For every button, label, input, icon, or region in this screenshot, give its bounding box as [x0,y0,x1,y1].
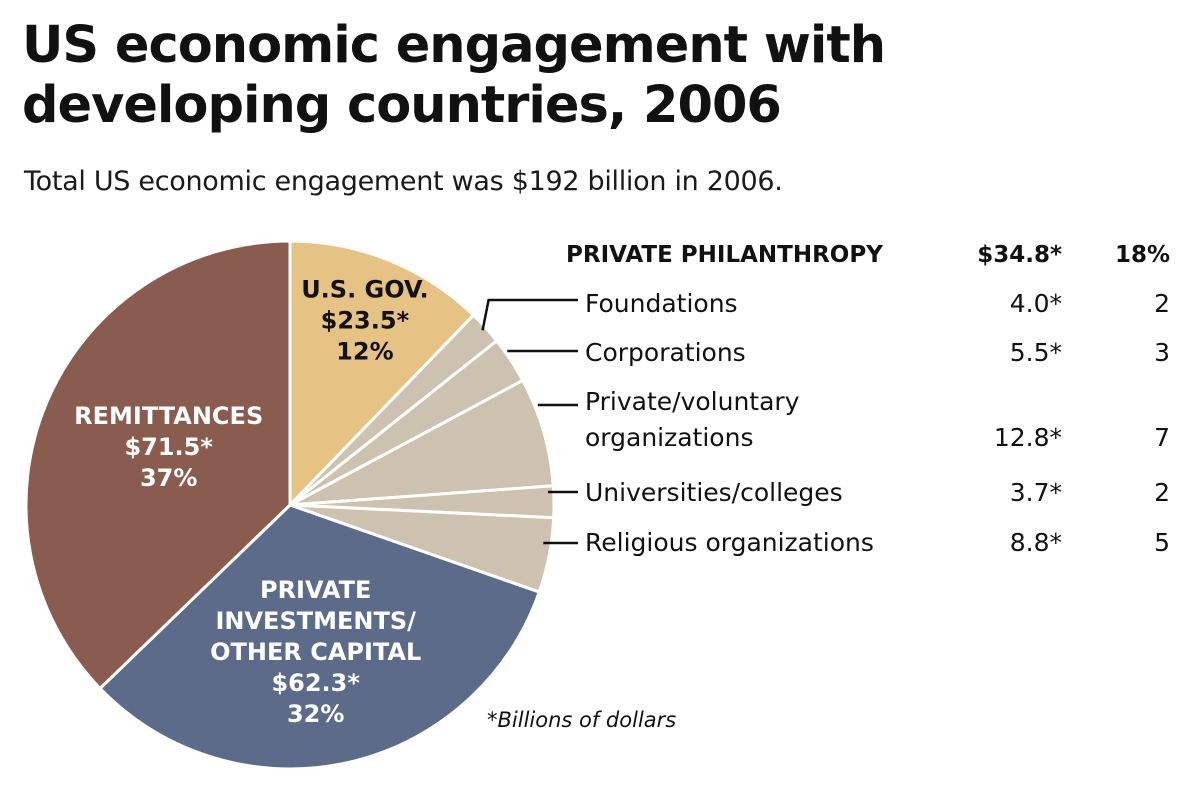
table-row-label-line: Private/voluntary [585,387,800,416]
table-row-label-religious: Religious organizations [585,528,874,557]
table-row-label-line: Universities/colleges [585,478,843,507]
table-row-value-universities: 3.7* [1010,478,1062,507]
table-row-percent-corporations: 3 [1154,338,1170,367]
table-row-label-pvo: Private/voluntary organizations [585,387,800,452]
slice-label-line: 12% [336,338,393,366]
pie-slice-private_investments [98,503,541,771]
table-row-label-corporations: Corporations [585,338,746,367]
chart-title: US economic engagement with developing c… [22,16,922,136]
leader-line-foundations [481,298,578,331]
slice-label-line: PRIVATE [260,576,371,604]
chart-subtitle: Total US economic engagement was $192 bi… [24,166,783,197]
table-row-percent-universities: 2 [1154,478,1170,507]
table-row-label-universities: Universities/colleges [585,478,843,507]
table-header-percent: 18% [1115,242,1170,268]
slice-label-line: $23.5* [321,307,410,335]
table-row-value-religious: 8.8* [1010,528,1062,557]
title-line-2: developing countries, 2006 [22,76,782,135]
table-row-value-foundations: 4.0* [1010,289,1062,318]
slice-label-us_gov: U.S. GOV. $23.5* 12% [301,276,428,366]
slice-label-line: INVESTMENTS/ [215,607,416,635]
table-header-value: $34.8* [977,242,1062,268]
slice-label-line: REMITTANCES [74,402,263,430]
title-line-1: US economic engagement with [22,16,886,75]
pie-slice-us_gov [288,239,476,507]
table-row-label-line: Religious organizations [585,528,874,557]
slice-label-line: U.S. GOV. [301,276,428,304]
pie-slice-remittances [24,239,292,690]
table-row-percent-pvo: 7 [1154,423,1170,452]
table-row-label-line: organizations [585,423,753,452]
table-row-value-pvo: 12.8* [994,423,1062,452]
table-row-percent-religious: 5 [1154,528,1170,557]
table-row-percent-foundations: 2 [1154,289,1170,318]
table-row-label-line: Foundations [585,289,738,318]
table-header-label: PRIVATE PHILANTHROPY [566,242,883,268]
slice-label-line: OTHER CAPITAL [210,638,421,666]
pie-slice-pvo [288,378,555,507]
table-row-label-line: Corporations [585,338,746,367]
footnote: *Billions of dollars [487,708,676,732]
slice-label-line: $62.3* [271,669,360,697]
slice-label-private_investments: PRIVATE INVESTMENTS/OTHER CAPITAL $62.3* 32… [210,576,421,728]
slice-label-line: 37% [140,464,197,492]
slice-label-line: $71.5* [124,433,213,461]
table-row-label-foundations: Foundations [585,289,738,318]
slice-label-remittances: REMITTANCES $71.5* 37% [74,402,263,492]
table-row-value-corporations: 5.5* [1010,338,1062,367]
slice-label-line: 32% [287,700,344,728]
